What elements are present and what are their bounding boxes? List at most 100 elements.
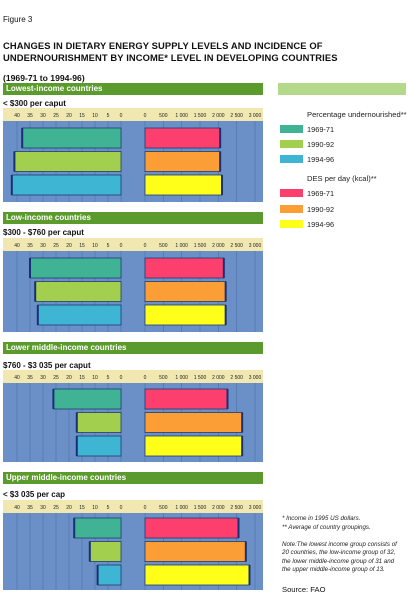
tick-label-des: 2 500 <box>230 113 243 119</box>
tick-label-des: 1 000 <box>175 505 188 511</box>
tick-label-des: 2 000 <box>212 505 225 511</box>
tick-row-0 <box>3 108 263 121</box>
tick-label-pct: 15 <box>79 505 85 511</box>
tick-label-pct: 10 <box>92 243 98 249</box>
bar-pct-1990-92 <box>34 281 122 302</box>
tick-label-pct: 35 <box>27 505 33 511</box>
figure-label: Figure 3 <box>3 15 33 24</box>
bar-pct-1969-71 <box>21 127 122 149</box>
footnote-average: ** Average of country groupings. <box>282 524 371 531</box>
tick-label-des: 3 000 <box>249 243 262 249</box>
income-range-low: $300 - $760 per caput <box>3 228 84 237</box>
footnote-note-line-4: the upper middle-income group of 13. <box>282 565 385 573</box>
group-band-lower-middle-income: Lower middle-income countries <box>3 342 263 354</box>
tick-row-2 <box>3 370 263 383</box>
bar-des-1969-71 <box>144 517 239 539</box>
bar-des-1969-71 <box>144 257 225 279</box>
bar-des-1990-92 <box>144 412 243 433</box>
tick-label-pct: 35 <box>27 243 33 249</box>
tick-label-des: 1 500 <box>194 113 207 119</box>
footnote-income: * Income in 1995 US dollars. <box>282 515 361 522</box>
footnote-note: Note:The lowest income group consists of… <box>282 541 407 574</box>
tick-label-pct: 5 <box>107 505 110 511</box>
tick-label-des: 1 000 <box>175 375 188 381</box>
legend-title-des: DES per day (kcal)** <box>307 174 377 183</box>
tick-label-pct: 5 <box>107 113 110 119</box>
group-band-lowest-income: Lowest-income countries <box>3 83 263 95</box>
legend-label-des-1994: 1994-96 <box>307 220 335 229</box>
legend-swatch-des-1969 <box>280 189 303 197</box>
legend-swatch-pct-1969 <box>280 125 303 133</box>
legend-label-des-1969: 1969-71 <box>307 189 335 198</box>
source-credit: Source: FAO <box>282 585 326 594</box>
legend-swatch-pct-1990 <box>280 140 303 148</box>
tick-label-pct: 25 <box>53 243 59 249</box>
bar-des-1994-96 <box>144 304 227 326</box>
income-range-upper-middle: < $3 035 per cap <box>3 490 66 499</box>
tick-label-pct: 30 <box>40 375 46 381</box>
tick-label-pct: 15 <box>79 113 85 119</box>
tick-label-pct: 30 <box>40 243 46 249</box>
tick-label-des: 2 500 <box>230 243 243 249</box>
tick-label-des: 0 <box>144 243 147 249</box>
legend-swatch-pct-1994 <box>280 155 303 163</box>
tick-label-pct: 0 <box>120 113 123 119</box>
tick-label-pct: 5 <box>107 375 110 381</box>
bar-des-1969-71 <box>144 127 221 149</box>
tick-label-des: 0 <box>144 375 147 381</box>
tick-label-des: 2 500 <box>230 505 243 511</box>
tick-label-des: 3 000 <box>249 113 262 119</box>
tick-label-des: 2 000 <box>212 375 225 381</box>
bar-des-1990-92 <box>144 541 247 562</box>
income-range-lowest: < $300 per caput <box>3 99 66 108</box>
bar-pct-1990-92 <box>76 412 122 433</box>
tick-label-des: 1 000 <box>175 113 188 119</box>
tick-label-pct: 35 <box>27 113 33 119</box>
bar-des-1994-96 <box>144 435 243 457</box>
tick-label-pct: 0 <box>120 375 123 381</box>
tick-label-pct: 20 <box>66 113 72 119</box>
legend-header-bar <box>278 83 406 95</box>
tick-label-pct: 30 <box>40 113 46 119</box>
tick-label-des: 1 500 <box>194 243 207 249</box>
tick-label-des: 2 000 <box>212 243 225 249</box>
tick-label-pct: 25 <box>53 375 59 381</box>
tick-label-pct: 35 <box>27 375 33 381</box>
tick-label-pct: 0 <box>120 243 123 249</box>
tick-label-des: 1 500 <box>194 505 207 511</box>
tick-label-des: 1 500 <box>194 375 207 381</box>
legend-label-pct-1990: 1990-92 <box>307 140 335 149</box>
group-band-low-income: Low-income countries <box>3 212 263 224</box>
bar-des-1969-71 <box>144 388 228 410</box>
bar-des-1990-92 <box>144 151 221 172</box>
legend-swatch-des-1990 <box>280 205 303 213</box>
bar-des-1994-96 <box>144 564 250 586</box>
footnote-note-line-1: Note:The lowest income group consists of <box>282 541 397 548</box>
bar-pct-1994-96 <box>76 435 122 457</box>
legend-label-pct-1994: 1994-96 <box>307 155 335 164</box>
bar-pct-1994-96 <box>97 564 122 586</box>
bar-pct-1994-96 <box>37 304 122 326</box>
tick-label-des: 1 000 <box>175 243 188 249</box>
tick-label-des: 500 <box>159 505 168 511</box>
bar-pct-1969-71 <box>73 517 122 539</box>
tick-label-pct: 15 <box>79 375 85 381</box>
tick-label-des: 2 000 <box>212 113 225 119</box>
bar-pct-1990-92 <box>89 541 122 562</box>
chart-period: (1969-71 to 1994-96) <box>3 73 85 83</box>
tick-label-des: 3 000 <box>249 375 262 381</box>
tick-label-pct: 25 <box>53 113 59 119</box>
tick-label-pct: 40 <box>14 113 20 119</box>
footnote-note-line-3: the lower middle-income group of 31 and <box>282 557 395 565</box>
chart-title: CHANGES IN DIETARY ENERGY SUPPLY LEVELS … <box>3 40 403 64</box>
tick-label-des: 3 000 <box>249 505 262 511</box>
footnote-note-line-2: 20 countries, the low-income group of 32… <box>282 549 396 557</box>
bar-pct-1994-96 <box>11 174 122 196</box>
legend-label-des-1990: 1990-92 <box>307 205 335 214</box>
legend-swatch-des-1994 <box>280 220 303 228</box>
tick-label-pct: 40 <box>14 243 20 249</box>
tick-row-3 <box>3 500 263 513</box>
chart-title-line-1: CHANGES IN DIETARY ENERGY SUPPLY LEVELS … <box>3 40 323 51</box>
tick-label-des: 500 <box>159 113 168 119</box>
